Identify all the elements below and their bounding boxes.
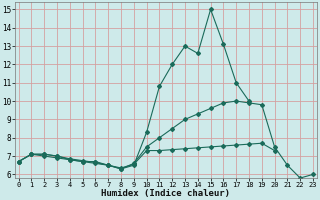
X-axis label: Humidex (Indice chaleur): Humidex (Indice chaleur): [101, 189, 230, 198]
